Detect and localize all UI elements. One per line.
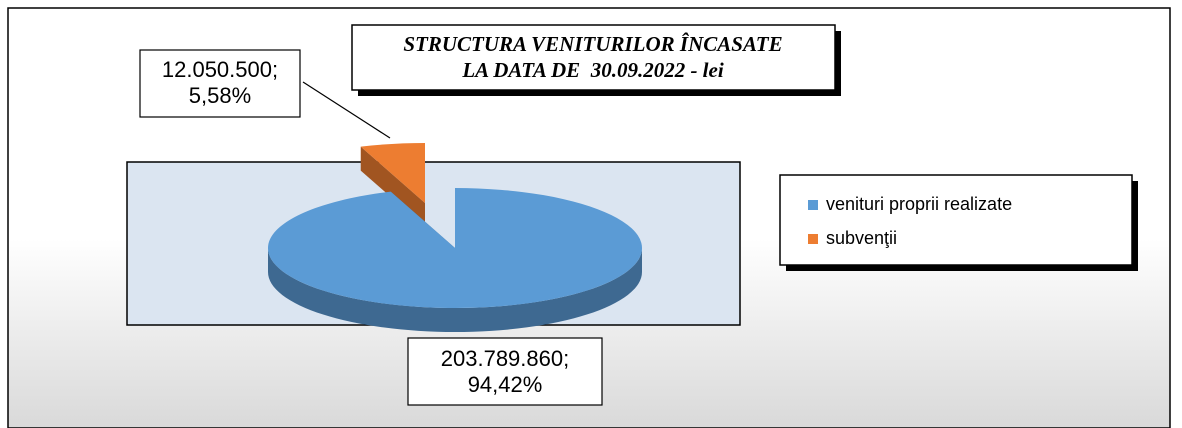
legend-swatch: [808, 234, 818, 244]
legend-swatch: [808, 200, 818, 210]
legend-label: venituri proprii realizate: [826, 194, 1012, 214]
chart-title: STRUCTURA VENITURILOR ÎNCASATE: [403, 32, 782, 56]
data-label-box: [139, 49, 301, 118]
pie-slice-side: [268, 248, 642, 332]
pie: [268, 143, 643, 332]
pie-slice-face: [360, 146, 425, 227]
data-label: 5,58%: [189, 83, 251, 108]
pie-slice: [268, 188, 643, 309]
leader-line: [302, 81, 391, 139]
data-label-box: [407, 337, 603, 406]
title-box: [351, 24, 836, 91]
legend-label: subvenţii: [826, 228, 897, 248]
pie-slice: [360, 143, 425, 203]
data-label: 203.789.860;: [441, 346, 569, 371]
data-label: 94,42%: [468, 372, 543, 397]
data-label: 12.050.500;: [162, 57, 278, 82]
legend: [779, 174, 1133, 266]
chart-title: LA DATA DE 30.09.2022 - lei: [461, 58, 724, 82]
